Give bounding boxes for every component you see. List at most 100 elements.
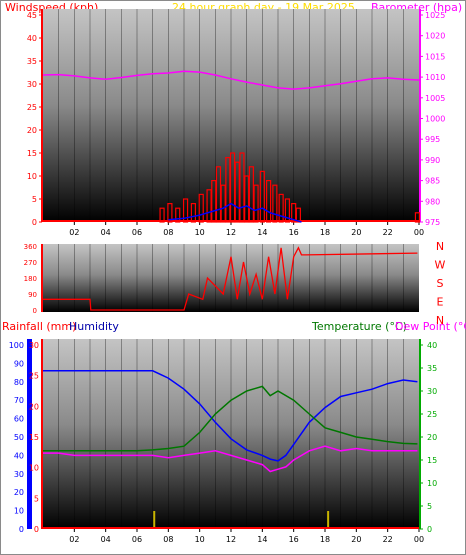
temp-tick-label: 25 xyxy=(427,410,437,419)
temp-tick-label: 40 xyxy=(427,341,437,350)
wind-tick-label: 15 xyxy=(27,149,37,158)
wind-x-tick-label: 16 xyxy=(289,228,299,237)
humidity-tick-label: 100 xyxy=(9,341,24,350)
temp-x-tick-label: 08 xyxy=(163,535,173,544)
gust-bar xyxy=(253,184,259,223)
temp-tick-label: 35 xyxy=(427,364,437,373)
temperature-line xyxy=(43,385,418,452)
gust-bar xyxy=(234,161,240,223)
gust-bar xyxy=(278,193,284,223)
wind-tick-label: 30 xyxy=(27,80,37,89)
humidity-tick-label: 80 xyxy=(14,378,24,387)
wind-tick-label: 25 xyxy=(27,103,37,112)
temp-x-tick-label: 22 xyxy=(383,535,393,544)
gust-bar xyxy=(198,193,204,223)
wind-x-tick-label: 02 xyxy=(69,228,79,237)
rainfall-axis-title: Rainfall (mm) xyxy=(2,320,77,333)
wind-x-tick-label: 08 xyxy=(163,228,173,237)
humidity-tick-label: 60 xyxy=(14,415,24,424)
baro-tick-label: 985 xyxy=(425,177,440,186)
rain-tick-label: 0 xyxy=(34,525,39,534)
gust-bar xyxy=(291,203,297,223)
baro-tick-label: 1025 xyxy=(425,11,445,20)
gust-bar xyxy=(211,180,217,223)
gust-bar xyxy=(225,157,231,223)
wind-x-tick-label: 10 xyxy=(195,228,205,237)
temperature-axis-title: Temperature (°C) xyxy=(312,320,407,333)
gust-bar xyxy=(159,207,165,223)
rain-tick-label: 20 xyxy=(29,402,39,411)
gust-bar xyxy=(215,166,222,223)
avg-wind-line xyxy=(168,202,302,223)
humidity-tick-label: 70 xyxy=(14,396,24,405)
baro-tick-label: 1015 xyxy=(425,52,445,61)
baro-tick-label: 1020 xyxy=(425,32,445,41)
rain-tick-label: 30 xyxy=(29,341,39,350)
gust-bar xyxy=(295,207,301,223)
gust-bar xyxy=(167,203,173,223)
wind-x-tick-label: 14 xyxy=(257,228,267,237)
dewpoint-axis-title: Dew Point (°C) xyxy=(395,320,466,333)
temp-x-tick-label: 20 xyxy=(351,535,361,544)
wind-x-tick-label: 20 xyxy=(351,228,361,237)
gust-bar xyxy=(190,203,196,223)
temp-x-tick-label: 04 xyxy=(101,535,111,544)
temp-tick-label: 15 xyxy=(427,456,437,465)
dir-tick-label: 360 xyxy=(24,243,37,251)
wind-tick-label: 0 xyxy=(32,218,37,227)
dir-tick-label: 0 xyxy=(33,307,37,315)
baro-tick-label: 980 xyxy=(425,197,440,206)
temp-tick-label: 5 xyxy=(427,502,432,511)
wind-x-tick-label: 04 xyxy=(101,228,111,237)
baro-tick-label: 975 xyxy=(425,218,440,227)
gust-bar xyxy=(248,166,254,223)
wind-tick-label: 20 xyxy=(27,126,37,135)
wind-x-tick-label: 22 xyxy=(383,228,393,237)
wind-tick-label: 10 xyxy=(27,172,37,181)
temp-x-tick-label: 06 xyxy=(132,535,142,544)
temp-tick-label: 0 xyxy=(427,525,432,534)
gust-bar xyxy=(229,152,236,223)
humidity-tick-label: 0 xyxy=(19,525,24,534)
gust-bar xyxy=(206,189,212,223)
baro-tick-label: 1000 xyxy=(425,115,445,124)
humidity-y-axis xyxy=(27,339,32,529)
temp-x-tick-label: 10 xyxy=(195,535,205,544)
wind-tick-label: 5 xyxy=(32,195,37,204)
gust-bar xyxy=(220,184,226,223)
rain-tick-label: 5 xyxy=(34,494,39,503)
gust-bar xyxy=(272,184,278,223)
humidity-tick-label: 30 xyxy=(14,470,24,479)
humidity-tick-label: 40 xyxy=(14,451,24,460)
humidity-axis-title: Humidity xyxy=(69,320,119,333)
gust-bar xyxy=(239,152,245,223)
humidity-tick-label: 20 xyxy=(14,488,24,497)
temp-x-tick-label: 00 xyxy=(414,535,424,544)
rain-tick-label: 15 xyxy=(29,433,39,442)
compass-label: W xyxy=(435,259,446,272)
humidity-tick-label: 50 xyxy=(14,433,24,442)
gust-bar xyxy=(284,198,290,223)
gust-bar xyxy=(266,180,272,223)
compass-label: N xyxy=(436,314,444,327)
barometer-axis-title: Barometer (hpa) xyxy=(371,1,463,14)
compass-label: N xyxy=(436,240,444,253)
gust-bar xyxy=(244,175,250,223)
dir-tick-label: 90 xyxy=(28,291,37,299)
wind-axis-title: Windspeed (kph) xyxy=(5,1,99,14)
temp-x-tick-label: 18 xyxy=(320,535,330,544)
baro-tick-label: 990 xyxy=(425,156,440,165)
temp-tick-label: 20 xyxy=(427,433,437,442)
dewpoint-line xyxy=(43,445,418,473)
gust-bar xyxy=(259,170,265,223)
baro-tick-label: 1010 xyxy=(425,73,445,82)
compass-label: S xyxy=(437,277,444,290)
wind-direction-line xyxy=(43,246,418,311)
baro-tick-label: 1005 xyxy=(425,94,445,103)
temp-x-tick-label: 14 xyxy=(257,535,267,544)
wind-tick-label: 35 xyxy=(27,57,37,66)
wind-tick-label: 40 xyxy=(27,34,37,43)
dir-tick-label: 270 xyxy=(24,259,37,267)
wind-tick-label: 45 xyxy=(27,11,37,20)
